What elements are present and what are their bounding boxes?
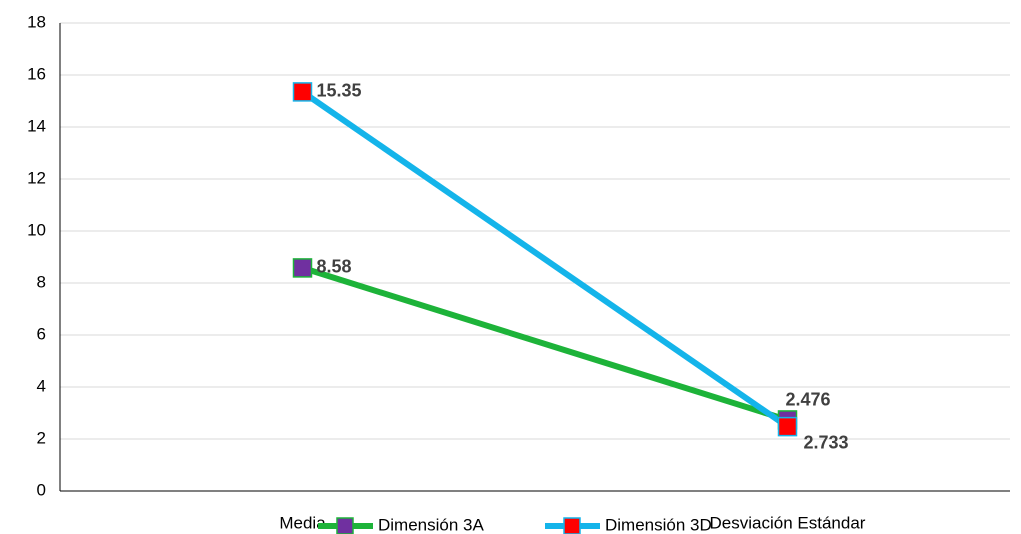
- data-label: 8.58: [317, 257, 352, 277]
- marker: [292, 258, 313, 278]
- data-label: 2.733: [804, 433, 849, 453]
- data-label: 15.35: [317, 81, 362, 101]
- y-tick-label: 6: [37, 324, 46, 343]
- y-tick-label: 2: [37, 428, 46, 447]
- legend-marker: [336, 517, 354, 534]
- y-tick-label: 8: [37, 272, 46, 291]
- marker: [292, 82, 313, 102]
- series-line: [301, 265, 789, 423]
- y-tick-label: 14: [27, 116, 46, 135]
- series-line: [300, 89, 790, 430]
- x-tick-label: Media: [279, 513, 326, 532]
- y-tick-label: 10: [27, 220, 46, 239]
- y-tick-label: 4: [37, 376, 46, 395]
- legend-marker: [563, 517, 581, 534]
- y-tick-label: 0: [37, 480, 46, 499]
- y-tick-label: 12: [27, 168, 46, 187]
- y-tick-label: 16: [27, 64, 46, 83]
- marker: [777, 416, 798, 437]
- legend-label: Dimensión 3D: [605, 515, 712, 534]
- y-tick-label: 18: [27, 12, 46, 31]
- x-tick-label: Desviación Estándar: [710, 513, 866, 532]
- legend-label: Dimensión 3A: [378, 515, 484, 534]
- data-label: 2.476: [786, 389, 831, 409]
